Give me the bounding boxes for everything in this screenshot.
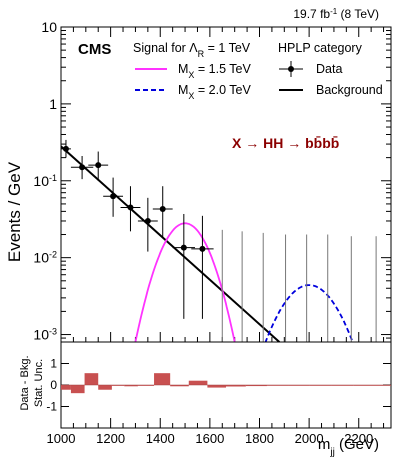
ratio-y-tick-label: 0 xyxy=(50,378,57,392)
data-point xyxy=(79,164,86,171)
ratio-bar xyxy=(288,385,310,386)
legend-label-2000: MX = 2.0 TeV xyxy=(178,83,252,101)
legend-label-background: Background xyxy=(316,83,383,97)
x-tick-label: 1000 xyxy=(47,431,76,446)
luminosity-label: 19.7 fb-1 (8 TeV) xyxy=(293,7,379,22)
data-point xyxy=(110,193,117,200)
x-tick-label: 1400 xyxy=(146,431,175,446)
ratio-y-tick-label: -1 xyxy=(46,400,57,414)
x-tick-label: 1200 xyxy=(96,431,125,446)
signal-curve-2000 xyxy=(264,284,354,342)
legend-label-data: Data xyxy=(316,62,342,76)
main-plot-panel: 10 1 10-1 10-2 10-3 xyxy=(33,19,392,343)
ratio-bar xyxy=(124,385,138,387)
ratio-bar xyxy=(111,385,125,386)
ratio-bar xyxy=(266,385,289,386)
signal-header: Signal for ΛR = 1 TeV xyxy=(133,41,251,59)
signal-curve-1500 xyxy=(134,222,236,342)
ratio-bar xyxy=(245,385,267,387)
category-label: HPLP category xyxy=(278,41,363,55)
ratio-bar xyxy=(70,385,85,394)
ratio-bar xyxy=(61,385,71,390)
ratio-y-axis-title-top: Data - Bkg. xyxy=(19,355,31,410)
y-tick-label: 10-3 xyxy=(33,327,57,343)
ratio-bar xyxy=(137,385,155,386)
x-tick-label: 2000 xyxy=(295,431,324,446)
background-fit-line xyxy=(61,145,281,342)
legend-data-marker xyxy=(288,66,294,72)
data-point xyxy=(144,217,151,224)
data-point xyxy=(62,145,69,152)
ratio-bar xyxy=(188,380,208,385)
y-axis-title: Events / GeV xyxy=(5,161,24,262)
ratio-bar xyxy=(331,385,354,386)
ratio-bar xyxy=(226,385,246,387)
legend-label-1500: MX = 1.5 TeV xyxy=(178,62,252,80)
experiment-label: CMS xyxy=(78,41,111,58)
ratio-plot-panel: 1000 1200 1400 1600 1800 2000 2200 -1 0 1 xyxy=(46,341,392,446)
x-tick-label: 1600 xyxy=(195,431,224,446)
data-point xyxy=(199,245,206,252)
data-point xyxy=(95,162,102,169)
y-tick-label: 1 xyxy=(49,96,57,112)
data-point xyxy=(180,244,187,251)
process-label: X → HH → bb̄bb̄ xyxy=(232,134,339,151)
x-axis-title: mjj (GeV) xyxy=(318,436,379,458)
x-tick-label: 2200 xyxy=(344,431,373,446)
data-point xyxy=(127,204,134,211)
ratio-bar xyxy=(84,373,99,385)
chart-labels: 19.7 fb-1 (8 TeV) CMS Signal for ΛR = 1 … xyxy=(5,7,379,458)
ratio-y-tick-label: 1 xyxy=(50,357,57,371)
ratio-bar xyxy=(154,373,171,385)
y-tick-label: 10 xyxy=(41,19,57,35)
ratio-bar xyxy=(353,385,391,386)
y-tick-label: 10-1 xyxy=(33,173,57,189)
x-tick-label: 1800 xyxy=(245,431,274,446)
ratio-y-axis-title-bottom: Stat. Unc. xyxy=(33,359,45,407)
y-tick-label: 10-2 xyxy=(33,250,57,266)
ratio-bar xyxy=(170,385,189,387)
data-point xyxy=(159,205,166,212)
ratio-bar xyxy=(207,385,226,388)
legend: MX = 1.5 TeV MX = 2.0 TeV Data Background xyxy=(135,61,383,101)
ratio-bar xyxy=(309,385,332,386)
ratio-bar xyxy=(98,385,112,390)
